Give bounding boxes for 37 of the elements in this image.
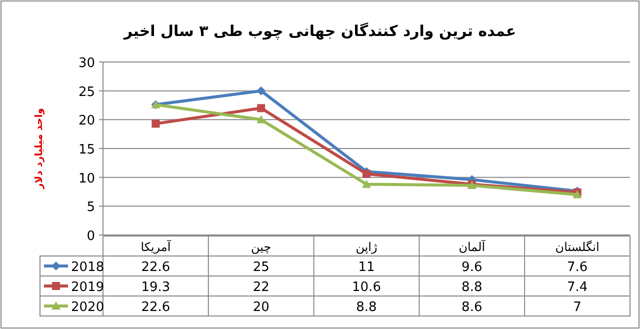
data-label: 25 xyxy=(252,260,270,275)
y-tick-label: 0 xyxy=(86,229,95,244)
point xyxy=(257,104,266,112)
data-label: 8.8 xyxy=(462,280,482,295)
data-label: 8.8 xyxy=(356,300,377,315)
legend-label: 2019 xyxy=(71,280,104,295)
data-label: 10.6 xyxy=(352,280,381,295)
x-tick-label: آمریکا xyxy=(140,239,172,254)
x-tick-label: انگلستان xyxy=(555,240,600,254)
ylabel: واحد میلیارد دلار xyxy=(34,108,45,189)
y-tick-label: 20 xyxy=(78,114,95,129)
point xyxy=(362,170,370,178)
data-label: 7.6 xyxy=(566,260,588,275)
data-label: 20 xyxy=(252,300,270,315)
y-tick-label: 15 xyxy=(78,142,95,158)
legend-label: 2018 xyxy=(71,260,104,275)
data-label: 8.6 xyxy=(462,300,482,315)
data-label: 22.6 xyxy=(141,300,170,315)
y-tick-label: 10 xyxy=(78,171,95,186)
x-tick-label: چین xyxy=(251,240,272,254)
data-label: 22.6 xyxy=(141,260,170,275)
data-label: 7.4 xyxy=(566,280,588,295)
point xyxy=(152,120,160,128)
y-tick-label: 5 xyxy=(86,200,95,216)
legend-label: 2020 xyxy=(71,300,104,315)
y-tick-label: 25 xyxy=(78,84,95,100)
data-label: 19.3 xyxy=(141,280,170,295)
data-label: 7 xyxy=(573,300,582,315)
x-tick-label: آلمان xyxy=(458,239,486,254)
x-tick-label: ژاپن xyxy=(356,240,378,254)
point xyxy=(256,86,266,96)
data-label: 11 xyxy=(358,260,375,275)
title: عمده ترین وارد کنندگان جهانی چوب طی ۳ سال اخیر xyxy=(124,22,516,40)
data-label: 22 xyxy=(252,280,270,295)
data-label: 9.6 xyxy=(462,260,482,275)
y-tick-label: 30 xyxy=(78,56,95,71)
point xyxy=(362,180,371,188)
